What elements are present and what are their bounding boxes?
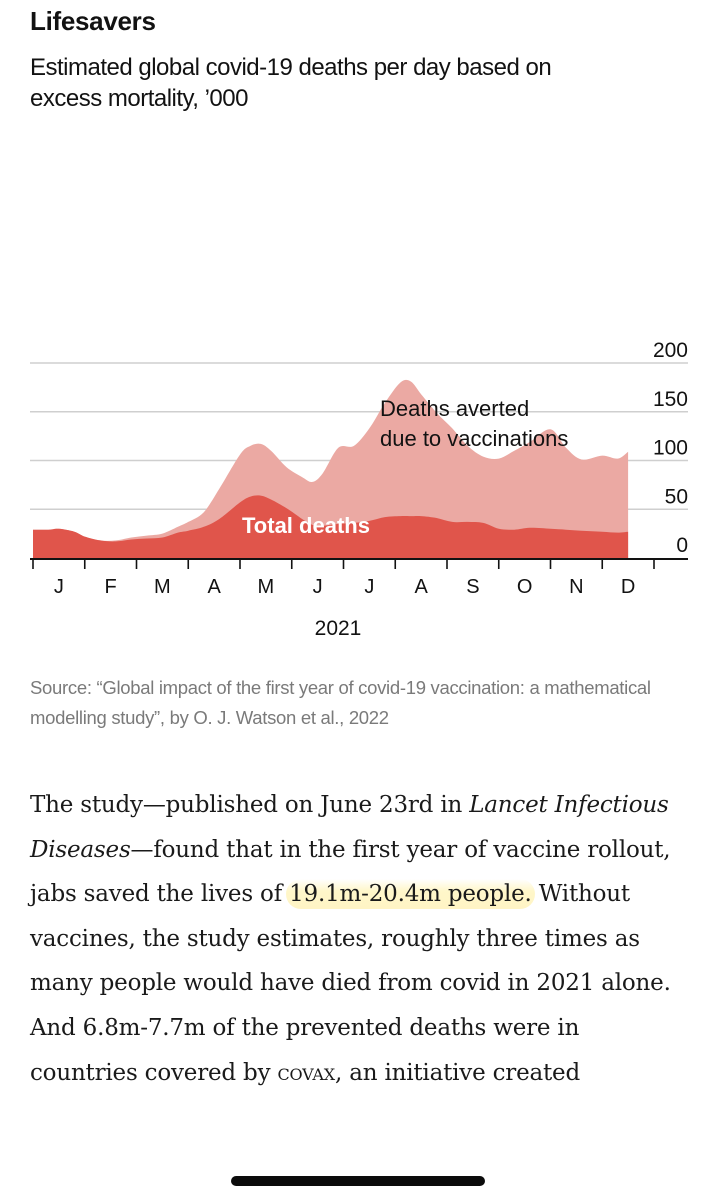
article-text-3: Without vaccines, the study estimates, r…	[30, 881, 671, 1086]
x-tick-label: A	[207, 576, 221, 598]
y-tick-label-100: 100	[653, 437, 688, 460]
annotation-total-deaths: Total deaths	[242, 513, 370, 538]
article-text-2: —found that in the first year of vaccine…	[30, 836, 671, 908]
x-tick-label: J	[54, 576, 64, 598]
source-note: Source: “Global impact of the first year…	[30, 677, 651, 728]
x-tick-label: O	[517, 576, 533, 598]
x-tick-label: S	[466, 576, 479, 598]
deaths-area-chart: 0 50 100 150 200 J F M A M J J A S O N D 2021 Deaths av…	[30, 339, 688, 640]
area-deaths-averted	[33, 379, 629, 558]
x-tick-label: F	[105, 576, 117, 598]
x-tick-label: M	[258, 576, 275, 598]
y-tick-label-200: 200	[653, 339, 688, 362]
article-paragraph: The study—published on June 23rd in Lanc…	[30, 783, 690, 1095]
highlighted-text: 19.1m-20.4m people.	[286, 879, 535, 910]
y-axis-labels: 0 50 100 150 200	[653, 339, 688, 557]
y-tick-label-150: 150	[653, 388, 688, 411]
x-axis-ticks	[32, 558, 655, 569]
y-tick-label-50: 50	[665, 485, 688, 508]
x-tick-label: J	[364, 576, 374, 598]
x-tick-label: D	[621, 576, 635, 598]
covax-smallcaps: covax	[277, 1059, 335, 1086]
article-text-1: The study—published on June 23rd in	[30, 792, 470, 818]
annotation-deaths-averted: Deaths averted due to vaccinations	[380, 396, 568, 451]
home-indicator[interactable]	[231, 1176, 485, 1186]
chart-title: Lifesavers	[30, 6, 156, 36]
y-tick-label-0: 0	[676, 534, 688, 557]
x-tick-label: J	[313, 576, 323, 598]
x-axis-year-label: 2021	[315, 617, 362, 640]
x-tick-label: A	[414, 576, 428, 598]
area-total-deaths	[33, 495, 629, 558]
x-tick-label: N	[569, 576, 583, 598]
journal-name: Lancet Infectious Diseases	[30, 792, 669, 863]
x-tick-label: M	[154, 576, 171, 598]
article-text-4: , an initiative created	[334, 1059, 580, 1086]
chart-subtitle: Estimated global covid-19 deaths per day…	[30, 54, 552, 112]
